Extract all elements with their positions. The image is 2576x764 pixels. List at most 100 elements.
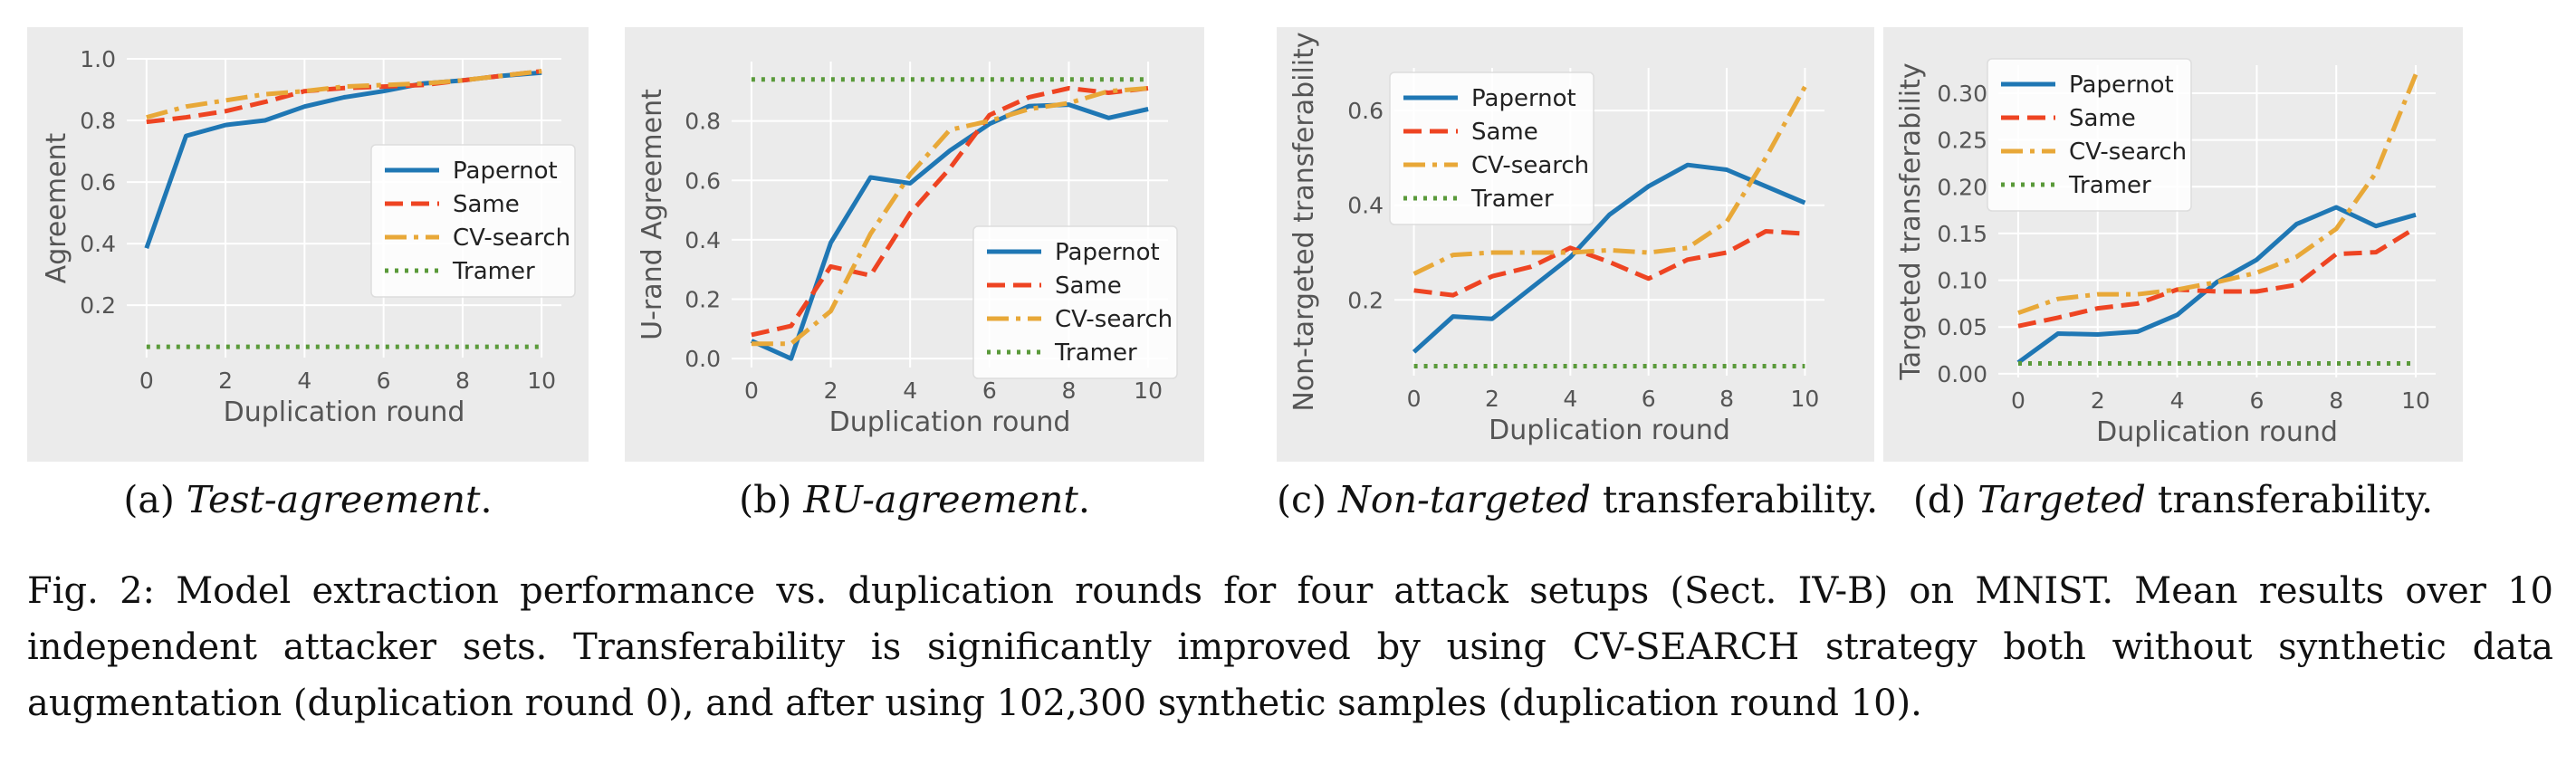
x-tick-label: 0 bbox=[744, 377, 759, 404]
legend-label: Tramer bbox=[1470, 186, 1554, 213]
subcaption-rest: . bbox=[480, 478, 493, 521]
x-tick-label: 10 bbox=[1134, 377, 1163, 404]
y-tick-label: 0.10 bbox=[1937, 268, 1987, 294]
subcaption-letter: (a) bbox=[123, 478, 175, 521]
subcaption-rest: transferability. bbox=[1590, 478, 1879, 521]
y-axis-label: U-rand Agreement bbox=[637, 89, 668, 340]
subcaption-b: (b) RU-agreement. bbox=[625, 478, 1204, 521]
x-tick-label: 8 bbox=[455, 368, 470, 394]
legend-label: Papernot bbox=[453, 158, 558, 185]
y-axis-label: Non-targeted transferability bbox=[1288, 32, 1320, 411]
legend-label: Same bbox=[1471, 119, 1538, 146]
x-tick-label: 10 bbox=[1791, 386, 1820, 412]
x-axis-label: Duplication round bbox=[829, 406, 1071, 438]
legend-box bbox=[370, 144, 576, 298]
x-tick-label: 10 bbox=[2401, 387, 2430, 414]
x-tick-label: 4 bbox=[2170, 387, 2185, 414]
legend-label: CV-search bbox=[2069, 138, 2187, 166]
y-tick-label: 0.2 bbox=[1347, 287, 1384, 313]
series-line-same bbox=[2017, 225, 2418, 329]
x-tick-label: 4 bbox=[297, 368, 311, 394]
legend-label: CV-search bbox=[1055, 306, 1173, 333]
x-tick-label: 2 bbox=[1485, 386, 1499, 412]
series-line-same bbox=[751, 86, 1149, 338]
x-tick-label: 8 bbox=[1719, 386, 1734, 412]
series-line-papernot bbox=[1412, 162, 1806, 354]
subcaption-letter: (c) bbox=[1277, 478, 1326, 521]
series-line-papernot bbox=[750, 102, 1149, 361]
x-tick-label: 0 bbox=[139, 368, 154, 394]
subcaption-emphasis: RU-agreement bbox=[803, 478, 1078, 521]
series-line-cv-search bbox=[2017, 73, 2418, 316]
x-tick-label: 6 bbox=[1642, 386, 1656, 412]
subcaption-emphasis: Non-targeted bbox=[1338, 478, 1591, 521]
y-tick-label: 0.0 bbox=[685, 346, 721, 372]
y-tick-label: 0.6 bbox=[1347, 98, 1384, 124]
x-tick-label: 4 bbox=[1563, 386, 1577, 412]
y-tick-label: 0.2 bbox=[685, 287, 721, 313]
y-tick-label: 1.0 bbox=[80, 46, 116, 72]
chart-1: 0 2 4 6 8 10 0.0 0.2 0.4 0.6 0.8 Duplication round U… bbox=[625, 27, 1204, 462]
legend-box bbox=[1987, 58, 2192, 212]
legend-box bbox=[972, 225, 1178, 379]
y-tick-label: 0.30 bbox=[1937, 81, 1987, 107]
y-tick-label: 0.05 bbox=[1937, 314, 1987, 340]
chart-0: 0 2 4 6 8 10 0.2 0.4 0.6 0.8 1.0 Duplication round A… bbox=[27, 27, 589, 462]
subcaption-letter: (d) bbox=[1912, 478, 1967, 521]
y-tick-label: 0.6 bbox=[80, 169, 116, 196]
series-line-cv-search bbox=[146, 69, 542, 120]
legend-label: Same bbox=[1055, 272, 1122, 300]
y-tick-label: 0.6 bbox=[685, 167, 721, 194]
y-tick-label: 0.4 bbox=[685, 227, 721, 253]
y-axis-label: Targeted transferability bbox=[1895, 62, 1927, 380]
series-line-cv-search bbox=[751, 86, 1149, 347]
chart-2: 0 2 4 6 8 10 0.2 0.4 0.6 Duplication round Non-tar… bbox=[1277, 27, 1874, 462]
y-tick-label: 0.00 bbox=[1937, 361, 1987, 387]
legend-label: Tramer bbox=[1054, 339, 1137, 367]
y-axis-label: Agreement bbox=[41, 132, 72, 283]
legend-label: Tramer bbox=[452, 258, 535, 285]
chart-3: 0 2 4 6 8 10 0.00 0.05 0.10 0.15 0.20 0.25 0.30 Dupli… bbox=[1883, 27, 2463, 462]
x-tick-label: 10 bbox=[527, 368, 556, 394]
x-tick-label: 8 bbox=[1062, 377, 1077, 404]
subcaption-emphasis: Test-agreement bbox=[186, 478, 481, 521]
x-axis-label: Duplication round bbox=[224, 396, 465, 428]
y-tick-label: 0.8 bbox=[80, 108, 116, 134]
x-tick-label: 8 bbox=[2329, 387, 2343, 414]
legend-label: CV-search bbox=[1471, 152, 1589, 179]
legend-label: Papernot bbox=[1055, 239, 1160, 266]
subcaption-c: (c) Non-targeted transferability. bbox=[1277, 478, 1878, 521]
subcaption-rest: . bbox=[1077, 478, 1090, 521]
y-tick-label: 0.2 bbox=[80, 292, 116, 319]
y-tick-label: 0.4 bbox=[1347, 193, 1384, 219]
x-tick-label: 2 bbox=[824, 377, 838, 404]
legend-label: Same bbox=[2069, 105, 2136, 132]
legend-label: Papernot bbox=[2069, 72, 2174, 99]
series-line-papernot bbox=[2016, 205, 2417, 365]
x-tick-label: 6 bbox=[2249, 387, 2264, 414]
y-tick-label: 0.20 bbox=[1937, 174, 1987, 200]
subcaption-d: (d) Targeted transferability. bbox=[1883, 478, 2463, 521]
x-tick-label: 4 bbox=[903, 377, 917, 404]
legend-box bbox=[1389, 72, 1594, 225]
x-tick-label: 0 bbox=[1407, 386, 1422, 412]
x-tick-label: 6 bbox=[982, 377, 997, 404]
subcaption-a: (a) Test-agreement. bbox=[27, 478, 589, 521]
legend-label: Papernot bbox=[1471, 85, 1576, 112]
subcaption-emphasis: Targeted bbox=[1977, 478, 2146, 521]
x-tick-label: 2 bbox=[218, 368, 233, 394]
y-tick-label: 0.15 bbox=[1937, 221, 1987, 247]
x-tick-label: 0 bbox=[2011, 387, 2025, 414]
y-tick-label: 0.8 bbox=[685, 109, 721, 135]
legend-label: Same bbox=[453, 191, 520, 218]
x-axis-label: Duplication round bbox=[2096, 416, 2338, 448]
series-line-same bbox=[1413, 229, 1805, 298]
figure-panels: 0 2 4 6 8 10 0.2 0.4 0.6 0.8 1.0 Duplication round A… bbox=[27, 27, 2463, 462]
figure-caption: Fig. 2: Model extraction performance vs.… bbox=[27, 570, 2553, 724]
x-tick-label: 6 bbox=[377, 368, 391, 394]
subcaption-rest: transferability. bbox=[2145, 478, 2434, 521]
x-tick-label: 2 bbox=[2091, 387, 2105, 414]
y-tick-label: 0.4 bbox=[80, 231, 116, 257]
y-tick-label: 0.25 bbox=[1937, 128, 1987, 154]
legend-label: Tramer bbox=[2068, 172, 2151, 199]
